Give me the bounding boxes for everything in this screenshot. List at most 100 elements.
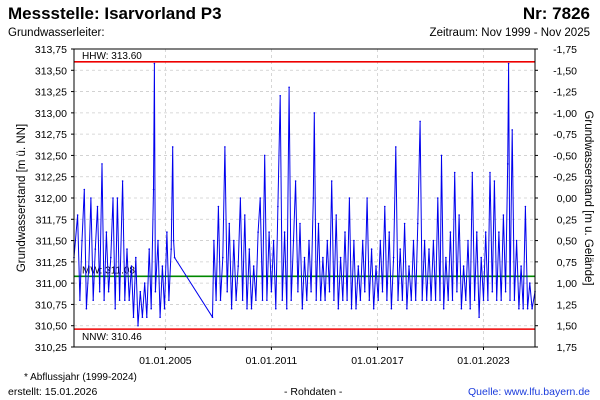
data-point bbox=[161, 265, 164, 267]
data-point bbox=[79, 299, 81, 302]
data-point bbox=[90, 197, 92, 199]
data-point bbox=[248, 248, 251, 250]
data-point bbox=[211, 316, 214, 319]
y-tick-label: 312,75 bbox=[35, 129, 67, 141]
data-point bbox=[462, 265, 465, 267]
y-tick-label: 310,25 bbox=[35, 342, 67, 354]
data-point bbox=[150, 307, 152, 310]
ref-label-hhw: HHW: 313.60 bbox=[82, 51, 142, 62]
data-point bbox=[507, 62, 510, 65]
source-link[interactable]: Quelle: www.lfu.bayern.de bbox=[468, 386, 590, 398]
data-point bbox=[524, 205, 527, 208]
y2-tick-label: 1,50 bbox=[557, 321, 578, 333]
data-point bbox=[299, 222, 301, 225]
data-point bbox=[473, 299, 476, 302]
data-point bbox=[467, 239, 469, 242]
y2-tick-label: -1,25 bbox=[553, 87, 577, 99]
data-point bbox=[417, 222, 419, 225]
data-point bbox=[414, 299, 417, 302]
data-point bbox=[449, 231, 452, 233]
data-point bbox=[114, 307, 116, 310]
data-point bbox=[268, 231, 270, 233]
data-point bbox=[328, 290, 331, 293]
y2-axis-title: Grundwasserstand [m u. Gelände] bbox=[582, 110, 594, 285]
ref-label-mw: MW: 311.08 bbox=[82, 265, 135, 276]
data-point bbox=[440, 154, 443, 157]
data-point bbox=[330, 180, 333, 182]
data-point bbox=[312, 197, 315, 199]
data-point bbox=[118, 299, 121, 302]
data-point bbox=[487, 299, 489, 302]
data-point bbox=[453, 171, 456, 174]
data-point bbox=[237, 265, 239, 267]
data-point bbox=[447, 299, 450, 302]
data-point bbox=[359, 299, 362, 302]
data-point bbox=[279, 95, 282, 97]
data-point bbox=[390, 307, 393, 310]
data-point bbox=[421, 299, 424, 302]
data-point bbox=[529, 282, 531, 284]
y2-tick-label: 0,00 bbox=[557, 193, 578, 205]
data-point bbox=[315, 299, 318, 302]
data-point bbox=[222, 256, 224, 259]
data-point bbox=[308, 239, 310, 242]
data-point bbox=[233, 239, 235, 242]
data-point bbox=[85, 307, 88, 310]
data-point bbox=[506, 163, 509, 165]
data-point bbox=[442, 307, 445, 310]
y-tick-label: 311,50 bbox=[36, 236, 67, 248]
data-point bbox=[266, 299, 268, 302]
data-point bbox=[370, 248, 373, 250]
data-point bbox=[339, 256, 342, 259]
data-point bbox=[101, 163, 103, 165]
y2-tick-label: 0,75 bbox=[557, 257, 578, 269]
data-point bbox=[230, 307, 233, 310]
data-point bbox=[103, 299, 105, 302]
data-point bbox=[259, 197, 262, 199]
y-axis-title: Grundwasserstand [m ü. NN] bbox=[16, 124, 28, 272]
data-point bbox=[515, 239, 518, 242]
data-point bbox=[372, 307, 375, 310]
data-point bbox=[124, 299, 126, 302]
data-point bbox=[257, 231, 259, 233]
aquifer-label: Grundwasserleiter: bbox=[8, 27, 105, 39]
data-point bbox=[346, 299, 348, 302]
y2-tick-label: 1,00 bbox=[557, 278, 578, 290]
data-point bbox=[152, 188, 155, 191]
data-point bbox=[509, 299, 511, 302]
data-point bbox=[495, 299, 498, 302]
data-point bbox=[451, 299, 454, 302]
data-point bbox=[288, 86, 290, 89]
data-point bbox=[301, 307, 304, 310]
data-point bbox=[163, 307, 166, 310]
tick-labels: 313,75 -1,75 313,50 -1,50 313,25 -1,25 313,00 -… bbox=[35, 44, 577, 367]
data-point bbox=[96, 205, 99, 208]
y2-tick-label: 1,75 bbox=[557, 342, 578, 354]
data-point bbox=[379, 239, 382, 242]
data-point bbox=[294, 180, 297, 182]
data-point bbox=[377, 299, 380, 302]
data-point bbox=[159, 316, 161, 319]
data-point bbox=[135, 256, 137, 259]
data-point bbox=[128, 299, 130, 302]
x-tick-label: 01.01.2017 bbox=[351, 355, 404, 367]
data-point bbox=[518, 307, 520, 310]
data-kind-label: - Rohdaten - bbox=[284, 386, 343, 398]
data-point bbox=[432, 239, 435, 242]
data-point bbox=[397, 299, 399, 302]
data-point bbox=[399, 248, 402, 250]
data-point bbox=[263, 154, 266, 157]
data-point bbox=[92, 299, 94, 302]
data-point bbox=[224, 146, 226, 148]
x-tick-label: 01.01.2011 bbox=[246, 355, 298, 367]
data-point bbox=[384, 205, 386, 208]
data-point bbox=[337, 307, 340, 310]
data-point bbox=[408, 265, 410, 267]
y2-tick-label: -0,50 bbox=[553, 150, 577, 162]
data-point bbox=[244, 214, 246, 216]
y2-tick-label: 0,50 bbox=[557, 236, 578, 248]
data-point bbox=[105, 231, 108, 233]
data-point bbox=[493, 180, 496, 182]
data-point bbox=[139, 290, 142, 293]
